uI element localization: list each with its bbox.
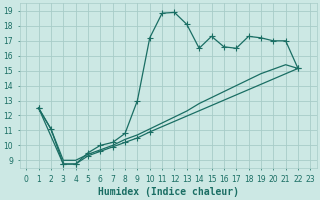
X-axis label: Humidex (Indice chaleur): Humidex (Indice chaleur) xyxy=(98,186,239,197)
